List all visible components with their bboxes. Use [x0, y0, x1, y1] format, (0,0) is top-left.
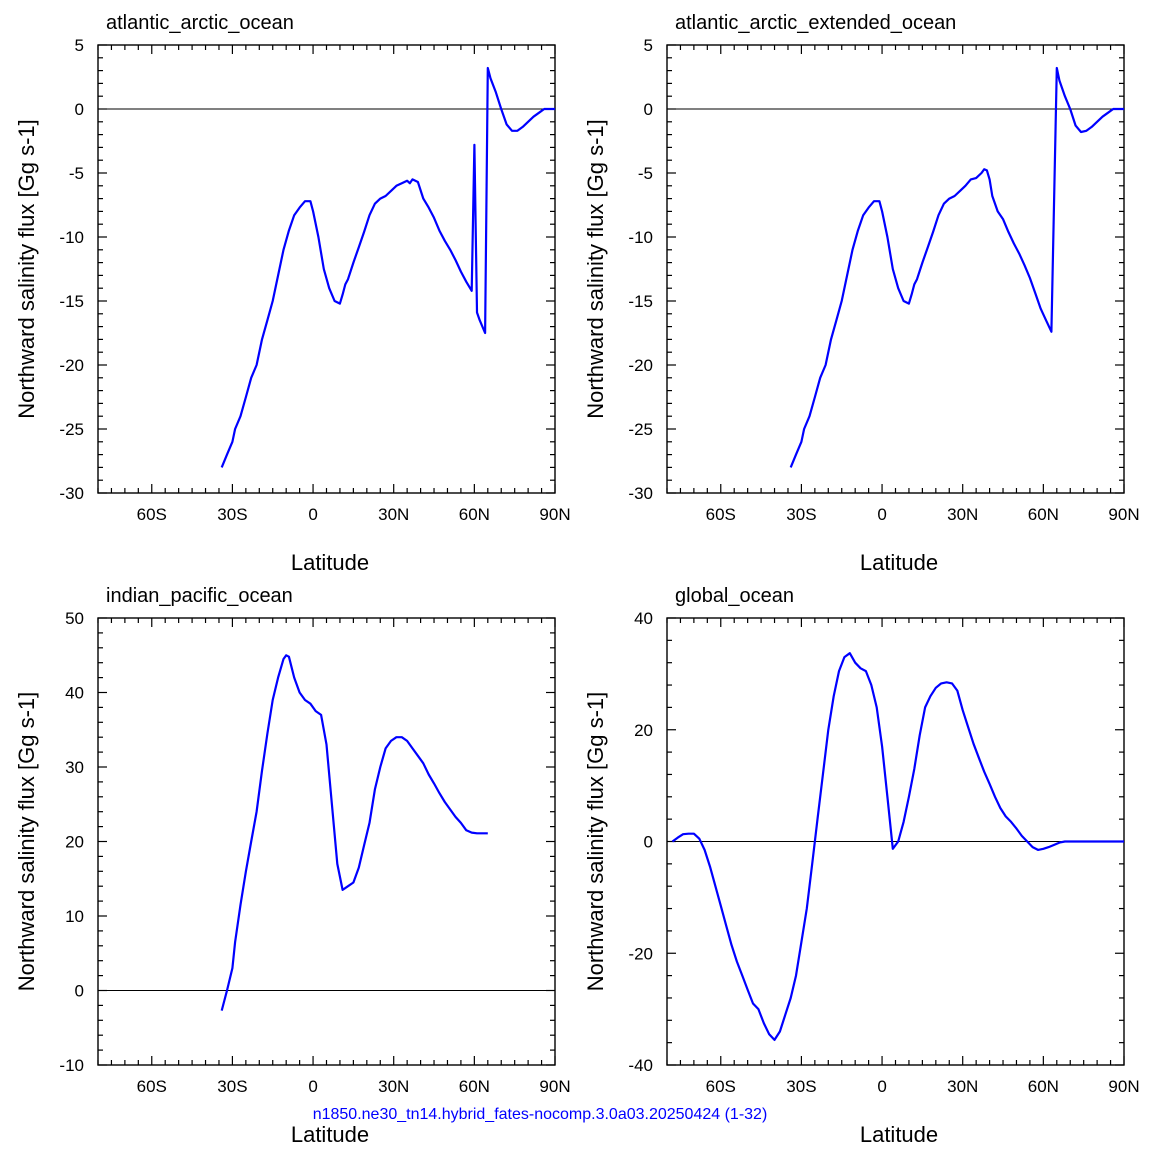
x-tick-label: 60N: [459, 1077, 490, 1096]
x-axis-title: Latitude: [860, 550, 938, 575]
x-tick-label: 60N: [1028, 505, 1059, 524]
panel-title: global_ocean: [675, 585, 794, 607]
x-tick-label: 0: [877, 1077, 886, 1096]
panel-title: atlantic_arctic_ocean: [106, 12, 294, 34]
series-line: [671, 652, 1124, 1042]
y-axis-title: Northward salinity flux [Gg s-1]: [583, 692, 608, 992]
y-tick-label: 50: [65, 609, 84, 628]
x-tick-label: 60S: [137, 505, 167, 524]
y-tick-label: -40: [628, 1056, 653, 1075]
x-tick-label: 30S: [217, 1077, 247, 1096]
x-tick-label: 60S: [706, 505, 736, 524]
series-line: [789, 66, 1124, 468]
x-tick-label: 30S: [786, 505, 816, 524]
y-tick-label: -30: [628, 484, 653, 503]
x-tick-label: 30N: [947, 1077, 978, 1096]
y-tick-label: 20: [65, 833, 84, 852]
x-tick-label: 30N: [947, 505, 978, 524]
x-tick-label: 0: [308, 505, 317, 524]
x-tick-label: 30N: [378, 1077, 409, 1096]
panel-title: atlantic_arctic_extended_ocean: [675, 12, 956, 34]
y-tick-label: -15: [628, 292, 653, 311]
y-tick-label: 0: [644, 100, 653, 119]
x-tick-label: 90N: [1108, 505, 1139, 524]
y-tick-label: 10: [65, 907, 84, 926]
plot-frame: [97, 44, 556, 494]
x-axis-title: Latitude: [860, 1122, 938, 1147]
x-axis-title: Latitude: [291, 550, 369, 575]
footer-case-label: n1850.ne30_tn14.hybrid_fates-nocomp.3.0a…: [313, 1106, 768, 1123]
y-tick-label: -5: [638, 164, 653, 183]
x-axis-title: Latitude: [291, 1122, 369, 1147]
chart-panel-1: atlantic_arctic_ocean 60S 30S 0 30N 60N 90N 5 0 -…: [14, 12, 571, 575]
x-tick-label: 30S: [217, 505, 247, 524]
y-tick-label: -10: [59, 1056, 84, 1075]
x-tick-label: 60N: [459, 505, 490, 524]
y-tick-label: -25: [59, 420, 84, 439]
x-tick-label: 0: [877, 505, 886, 524]
y-tick-label: -10: [59, 228, 84, 247]
y-axis-title: Northward salinity flux [Gg s-1]: [14, 119, 39, 419]
y-tick-label: -20: [59, 356, 84, 375]
y-tick-label: -5: [69, 164, 84, 183]
x-tick-label: 90N: [539, 505, 570, 524]
y-tick-label: -30: [59, 484, 84, 503]
x-tick-label: 60S: [706, 1077, 736, 1096]
chart-panel-4: global_ocean 60S 30S 0 30N 60N 90N 40 20 0 -20 -40 L…: [583, 585, 1140, 1147]
x-tick-label: 60N: [1028, 1077, 1059, 1096]
y-tick-label: 30: [65, 758, 84, 777]
y-tick-label: -10: [628, 228, 653, 247]
y-axis-title: Northward salinity flux [Gg s-1]: [583, 119, 608, 419]
y-tick-label: 40: [634, 609, 653, 628]
y-tick-label: -15: [59, 292, 84, 311]
x-tick-label: 90N: [1108, 1077, 1139, 1096]
chart-panel-2: atlantic_arctic_extended_ocean 60S 30S 0 30N…: [583, 12, 1140, 575]
plot-frame: [666, 44, 1125, 494]
x-tick-label: 30S: [786, 1077, 816, 1096]
y-tick-label: 0: [75, 982, 84, 1001]
y-tick-label: -20: [628, 356, 653, 375]
x-tick-label: 90N: [539, 1077, 570, 1096]
y-tick-label: 5: [75, 36, 84, 55]
panel-title: indian_pacific_ocean: [106, 585, 293, 607]
y-tick-label: 0: [75, 100, 84, 119]
y-tick-label: -25: [628, 420, 653, 439]
plot-frame: [97, 617, 556, 1066]
series-line: [220, 654, 488, 1011]
y-axis-title: Northward salinity flux [Gg s-1]: [14, 692, 39, 992]
y-tick-label: 40: [65, 684, 84, 703]
y-tick-label: 20: [634, 721, 653, 740]
chart-panel-3: indian_pacific_ocean 60S 30S 0 30N 60N 90N 50 40…: [14, 585, 571, 1147]
y-tick-label: 0: [644, 833, 653, 852]
y-tick-label: -20: [628, 944, 653, 963]
series-line: [220, 66, 555, 468]
x-tick-label: 60S: [137, 1077, 167, 1096]
y-tick-label: 5: [644, 36, 653, 55]
x-tick-label: 0: [308, 1077, 317, 1096]
x-tick-label: 30N: [378, 505, 409, 524]
